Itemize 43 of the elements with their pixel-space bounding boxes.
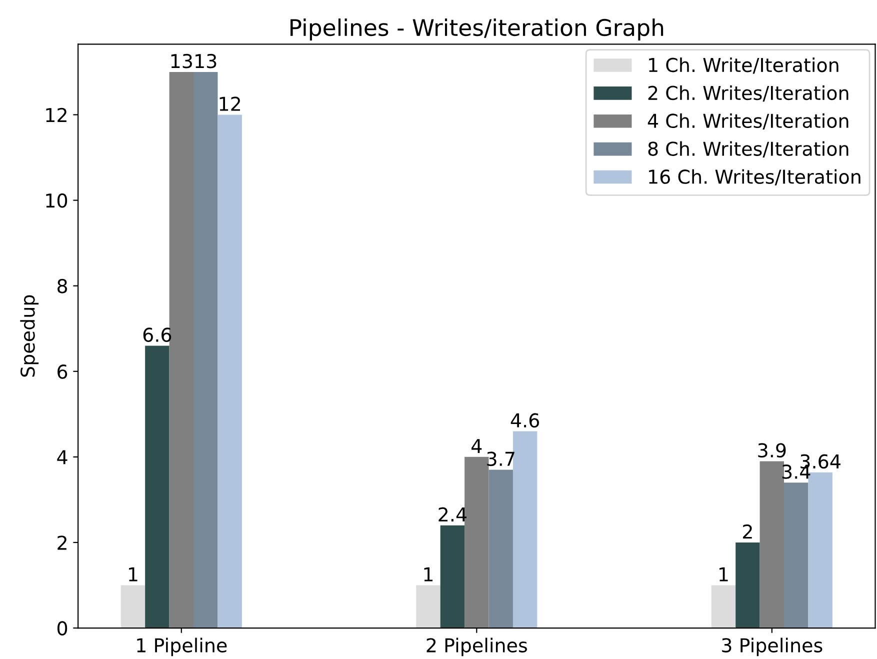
y-tick-label: 0 [57, 621, 68, 636]
y-tick-label: 10 [46, 193, 68, 208]
legend-label: 8 Ch. Writes/Iteration [648, 141, 848, 158]
data-label: 2.4 [438, 507, 466, 522]
y-tick-label: 4 [57, 450, 68, 464]
bar [784, 482, 808, 628]
bar [736, 542, 760, 628]
data-label: 4.6 [510, 413, 540, 428]
legend-label: 16 Ch. Writes/Iteration [649, 169, 860, 186]
x-tick-label: 1 Pipeline [137, 638, 227, 656]
y-tick-label: 8 [58, 278, 68, 294]
legend-label: 2 Ch. Writes/Iteration [648, 85, 848, 102]
data-label: 2 [743, 524, 752, 539]
x-tick-label: 3 Pipelines [722, 638, 822, 656]
bar [760, 461, 784, 628]
data-label: 1 [129, 567, 138, 582]
data-label: 1 [424, 567, 433, 582]
y-tick-label: 6 [58, 364, 68, 379]
data-label: 1 [720, 567, 728, 582]
legend-label: 4 Ch. Writes/Iteration [648, 113, 848, 130]
data-label: 4 [472, 439, 482, 453]
data-label: 13 [196, 54, 216, 68]
y-tick-label: 12 [46, 108, 66, 122]
y-axis-title: Speedup [20, 295, 39, 377]
bar [194, 72, 218, 628]
legend-label: 1 Ch. Write/Iteration [649, 57, 838, 74]
bar [711, 585, 736, 628]
bar [416, 585, 440, 628]
data-label: 3.7 [487, 452, 514, 466]
bar [145, 346, 170, 628]
chart-title: Pipelines - Writes/iteration Graph [290, 18, 664, 41]
data-label: 6.6 [143, 328, 172, 342]
bar [120, 585, 146, 628]
x-tick-label: 2 Pipelines [426, 638, 527, 656]
data-label: 3.9 [758, 443, 786, 458]
data-label: 13 [171, 54, 192, 68]
bar [512, 431, 538, 628]
bar [464, 456, 489, 628]
bar [488, 470, 513, 628]
y-tick-label: 2 [58, 536, 66, 550]
bar [440, 525, 465, 628]
data-label: 12 [220, 96, 240, 111]
bar [218, 114, 242, 628]
